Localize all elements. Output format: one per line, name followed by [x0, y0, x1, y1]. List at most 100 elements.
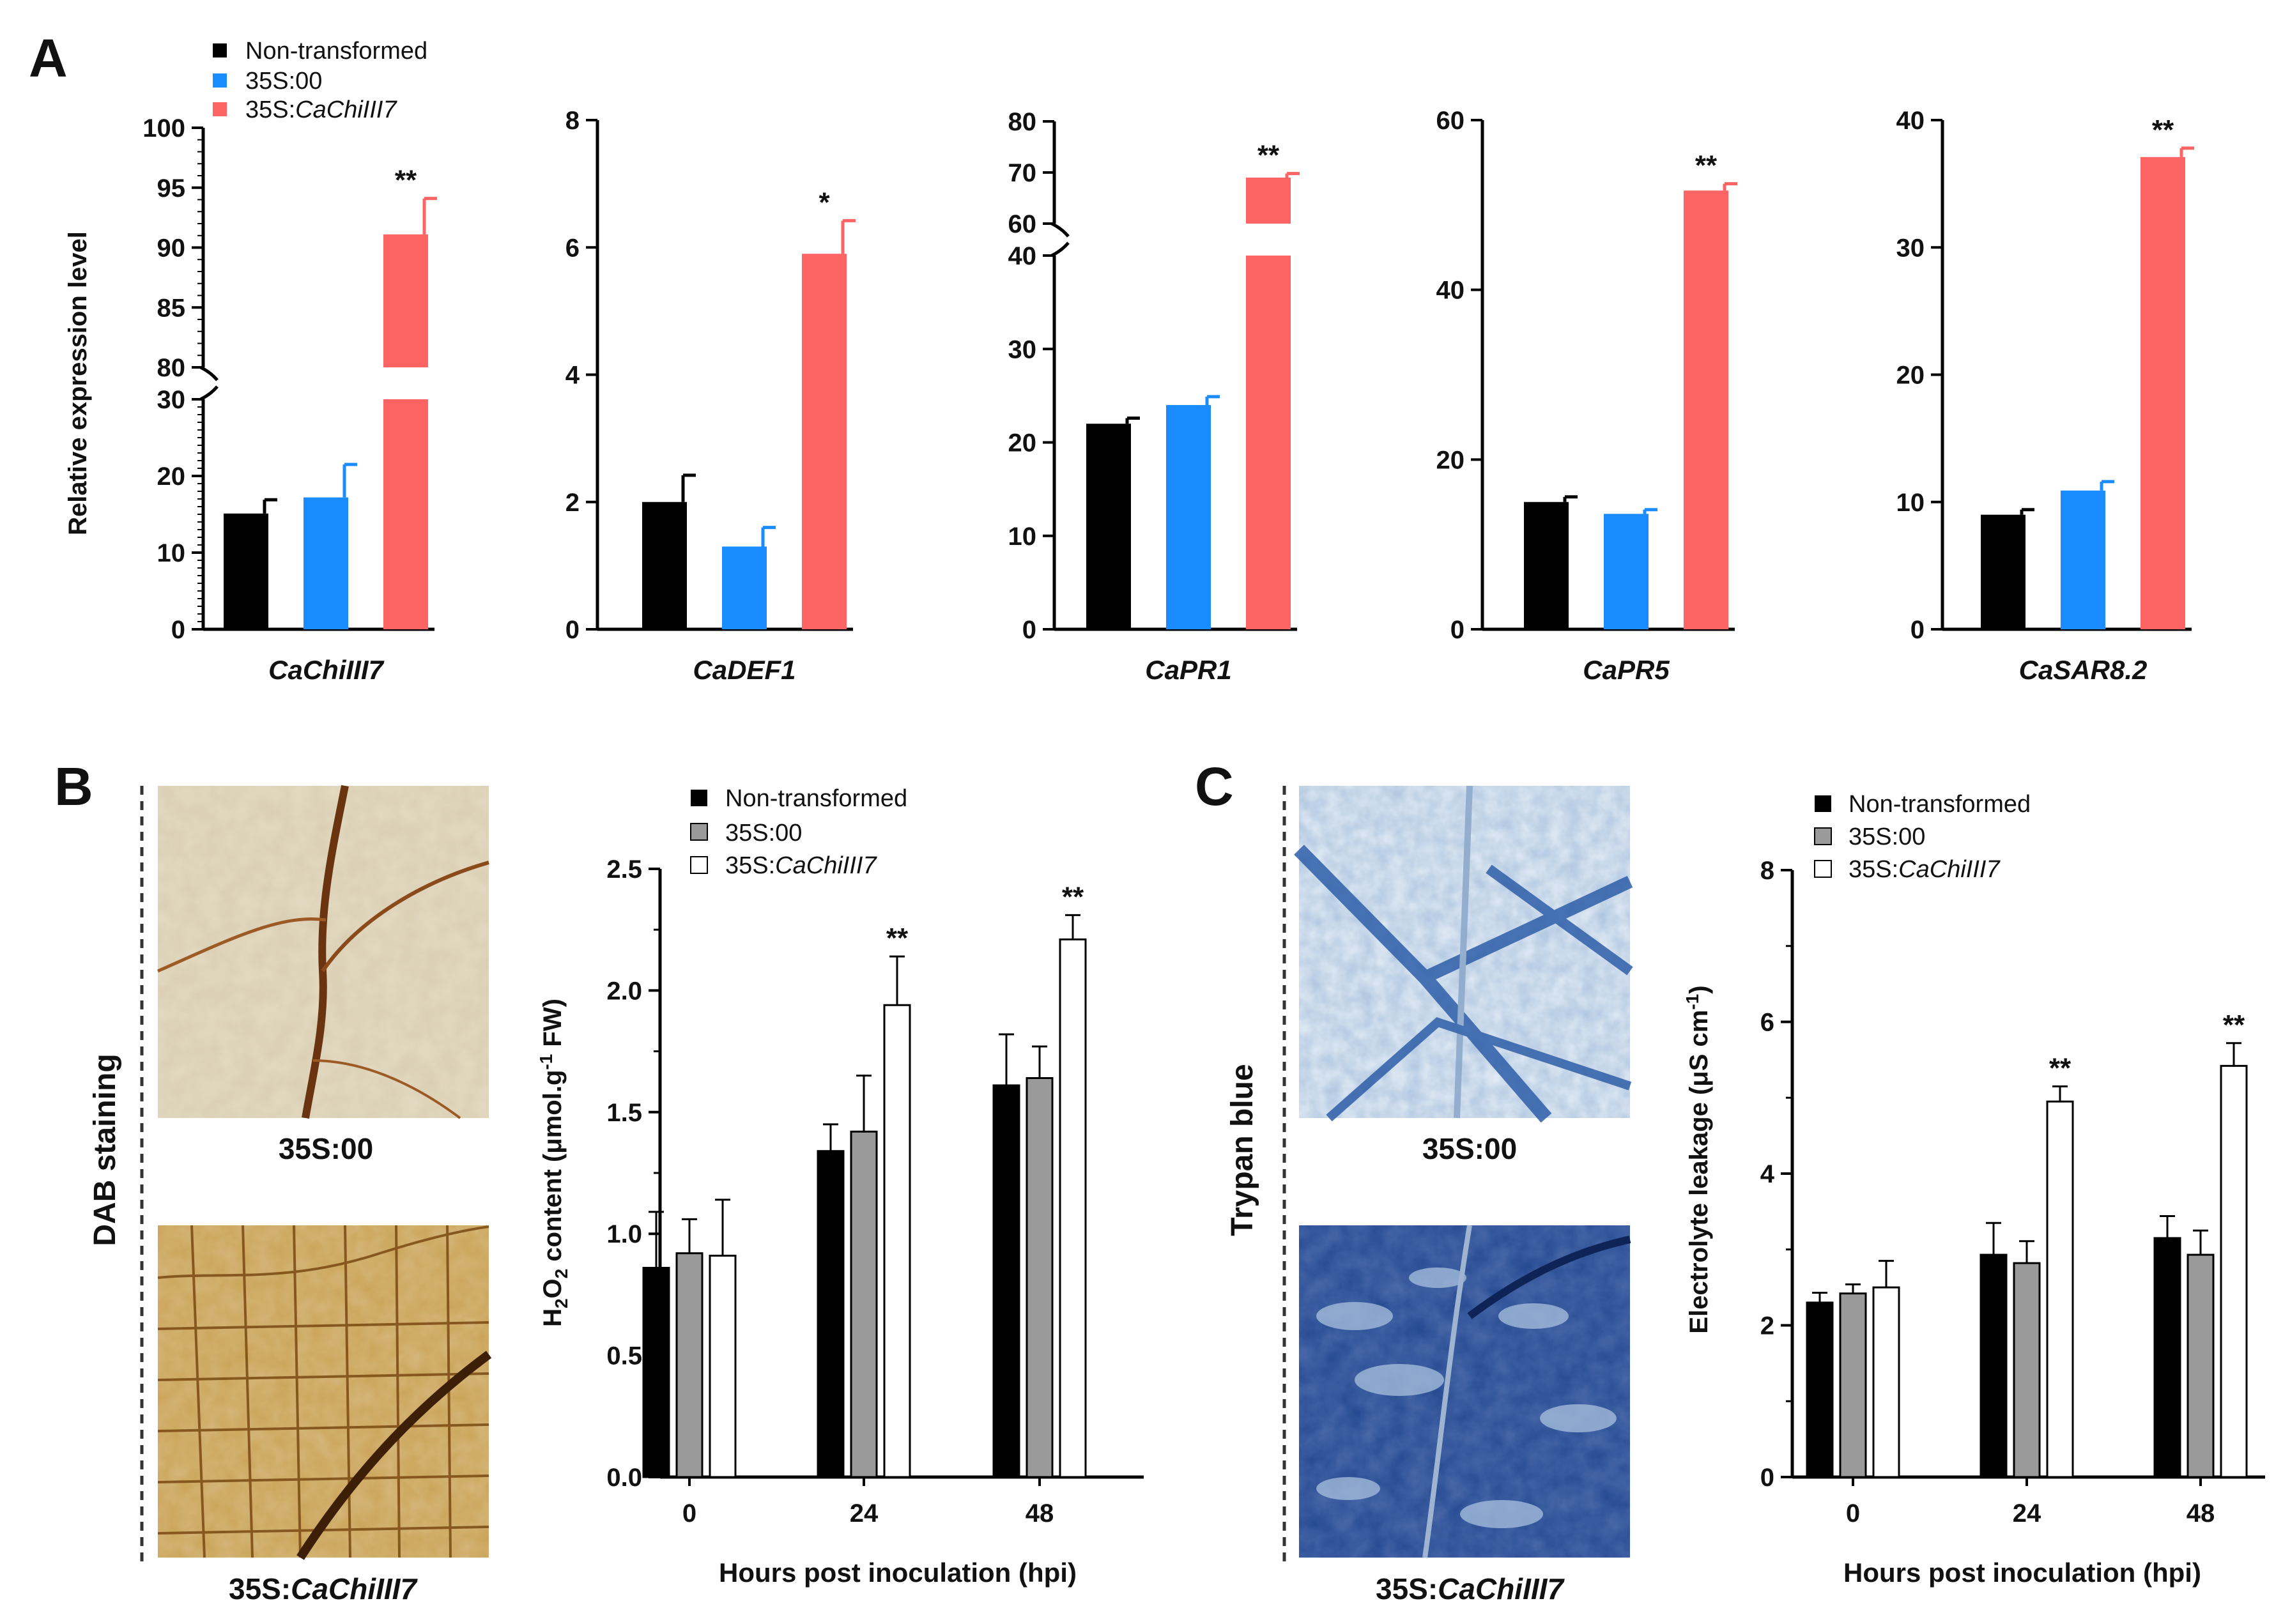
- bar-35s-00: [1604, 514, 1649, 629]
- x-tick-label: 48: [2187, 1499, 2215, 1528]
- bar-non-transformed: [1806, 1301, 1834, 1478]
- axis-break-mark: [1050, 241, 1070, 257]
- y-tick-label: 0.5: [606, 1342, 642, 1370]
- trypan-caption-overexp: 35S:CaChiIII7: [1376, 1572, 1565, 1605]
- legend-b-label-1: Non-transformed: [725, 785, 907, 812]
- bar-non-transformed: [642, 502, 687, 629]
- y-tick-label: 0: [565, 616, 580, 644]
- y-tick-label: 8: [1760, 857, 1774, 885]
- x-tick-label: 24: [2013, 1499, 2041, 1528]
- legend-c: Non-transformed 35S:00 35S:CaChiIII7: [1814, 791, 2031, 883]
- panel-label-a: A: [29, 28, 68, 88]
- bar-35s-00: [675, 1252, 703, 1478]
- y-tick-label: 4: [1760, 1160, 1775, 1188]
- bar-35s-cachiiii7: [1684, 190, 1728, 629]
- legend-a-label-1: Non-transformed: [245, 38, 427, 65]
- x-tick-label: 48: [1026, 1499, 1054, 1528]
- legend-b: Non-transformed 35S:00 35S:CaChiIII7: [690, 785, 907, 879]
- y-tick-label: 2.0: [606, 977, 642, 1005]
- legend-a-swatch-3: [213, 102, 227, 116]
- bar-35s-cachiiii7: [2220, 1064, 2248, 1478]
- bar-35s-cachiiii7: [1872, 1286, 1900, 1478]
- y-tick-label: 30: [1008, 335, 1037, 364]
- y-tick-label: 40: [1436, 277, 1465, 305]
- y-tick-label: 0: [1022, 616, 1036, 644]
- bar-35s-cachiiii7: [883, 1004, 911, 1478]
- y-tick-label: 60: [1008, 210, 1037, 238]
- legend-a: Non-transformed 35S:00 35S:CaChiIII7: [213, 38, 427, 123]
- gene-label: CaSAR8.2: [2019, 655, 2148, 685]
- bar-non-transformed: [642, 1267, 670, 1478]
- significance-marker: **: [1062, 881, 1084, 912]
- legend-b-label-2: 35S:00: [725, 820, 802, 846]
- chart-capr5: 0 20 40 60 ** CaPR5: [1436, 107, 1737, 685]
- bar-lower-35s-cachiiii7: [383, 399, 428, 629]
- x-tick-label: 0: [682, 1499, 696, 1528]
- y-tick-label: 0: [171, 616, 185, 644]
- bar-35s-cachiiii7: [1059, 938, 1087, 1478]
- legend-c-swatch-2: [1814, 827, 1832, 845]
- y-tick-label: 10: [1896, 489, 1925, 517]
- significance-marker: *: [819, 187, 830, 218]
- y-tick-label: 8: [565, 107, 580, 135]
- bar-lower-35s-cachiiii7: [1246, 256, 1291, 629]
- y-tick-label: 30: [1896, 234, 1925, 262]
- axis-break-mark: [1050, 222, 1070, 238]
- bar-non-transformed: [1981, 514, 2025, 629]
- bar-non-transformed: [1524, 502, 1569, 629]
- y-tick-label: 0: [1910, 616, 1925, 644]
- gene-label: CaPR1: [1145, 655, 1231, 685]
- dab-staining-label: DAB staining: [88, 1053, 122, 1246]
- legend-c-swatch-1: [1815, 795, 1831, 812]
- trypan-blue-label: Trypan blue: [1226, 1064, 1259, 1236]
- legend-c-label-1: Non-transformed: [1849, 791, 2031, 818]
- chart-h2o2: 0.0 0.5 1.0 1.5 2.0 2.5 0 ** 24 ** 48: [606, 855, 1144, 1528]
- gene-label: CaDEF1: [693, 655, 796, 685]
- trypan-caption-control: 35S:00: [1422, 1132, 1517, 1165]
- y-tick-label: 0.0: [606, 1464, 642, 1492]
- legend-a-label-3: 35S:CaChiIII7: [245, 96, 397, 123]
- y-tick-label: 10: [1008, 523, 1037, 551]
- bar-upper-35s-cachiiii7: [383, 234, 428, 367]
- dab-caption-overexp: 35S:CaChiIII7: [229, 1572, 418, 1605]
- xlabel-c: Hours post inoculation (hpi): [1843, 1558, 2201, 1588]
- bar-35s-00: [304, 497, 348, 629]
- chart-capr1: 0 10 20 30 40 60 70 80 ** CaPR1: [1008, 108, 1300, 685]
- ylabel-b: H2O2 content (μmol.g-1 FW): [536, 999, 571, 1327]
- bar-non-transformed: [2153, 1237, 2181, 1478]
- legend-a-swatch-1: [213, 43, 227, 57]
- bar-non-transformed: [817, 1150, 845, 1478]
- bar-35s-00: [1026, 1076, 1054, 1478]
- y-tick-label: 1.5: [606, 1099, 642, 1127]
- bar-35s-00: [2061, 490, 2105, 629]
- significance-marker: **: [1257, 140, 1280, 171]
- chart-cachiiii7: 0 10 20 30 80 85 90 95 100 ** CaChiIII7: [142, 114, 437, 685]
- legend-c-label-2: 35S:00: [1849, 823, 1925, 850]
- y-tick-label: 6: [1760, 1009, 1774, 1037]
- y-tick-label: 0: [1760, 1464, 1774, 1492]
- legend-c-label-3: 35S:CaChiIII7: [1849, 856, 2001, 883]
- bar-35s-00: [722, 546, 767, 629]
- trypan-image-overexp: [1299, 1225, 1631, 1558]
- y-tick-label: 90: [157, 234, 186, 263]
- y-tick-label: 10: [157, 539, 186, 567]
- dab-image-overexp: [157, 1225, 492, 1560]
- dab-caption-control: 35S:00: [279, 1132, 373, 1165]
- bar-35s-00: [2187, 1253, 2215, 1478]
- legend-b-swatch-3: [690, 856, 708, 874]
- chart-cadef1: 0 2 4 6 8 * CaDEF1: [565, 107, 856, 685]
- xlabel-b: Hours post inoculation (hpi): [719, 1558, 1077, 1588]
- y-tick-label: 20: [1008, 429, 1037, 457]
- y-tick-label: 30: [157, 386, 186, 414]
- bar-35s-00: [1166, 405, 1211, 629]
- legend-b-label-3: 35S:CaChiIII7: [725, 852, 877, 879]
- panel-label-c: C: [1195, 756, 1234, 816]
- axis-break-mark: [199, 365, 219, 381]
- y-tick-label: 70: [1008, 159, 1037, 187]
- bar-non-transformed: [992, 1084, 1020, 1478]
- y-tick-label: 2.5: [606, 855, 642, 884]
- x-tick-label: 24: [850, 1499, 879, 1528]
- legend-a-label-2: 35S:00: [245, 68, 322, 95]
- bar-upper-35s-cachiiii7: [1246, 178, 1291, 224]
